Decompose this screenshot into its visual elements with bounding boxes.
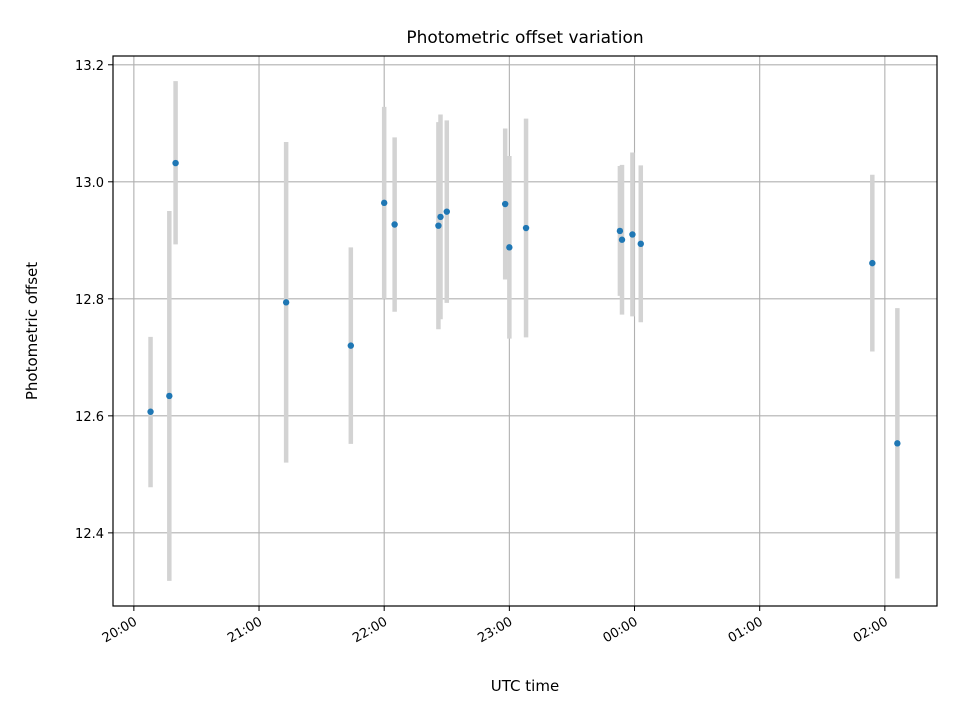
- x-tick-label: 02:00: [851, 614, 891, 646]
- data-point: [437, 214, 443, 220]
- data-point: [502, 201, 508, 207]
- data-point: [617, 228, 623, 234]
- x-tick-label: 20:00: [100, 614, 140, 646]
- data-point: [283, 299, 289, 305]
- data-point: [435, 222, 441, 228]
- y-tick-label: 13.2: [75, 59, 104, 74]
- y-axis-title: Photometric offset: [23, 262, 41, 400]
- x-tick-label: 00:00: [601, 614, 641, 646]
- data-point: [348, 342, 354, 348]
- x-tick-label: 01:00: [726, 614, 766, 646]
- data-point: [506, 244, 512, 250]
- y-tick-label: 13.0: [75, 176, 104, 191]
- x-tick-label: 22:00: [350, 614, 390, 646]
- y-tick-label: 12.4: [75, 527, 104, 542]
- data-point: [147, 409, 153, 415]
- errorbar-layer: [151, 81, 898, 581]
- tick-layer: 20:00 21:00 22:00 23:00 00:00 01:00 02:00 12.4 1…: [75, 59, 891, 646]
- data-point: [629, 231, 635, 237]
- data-point: [172, 160, 178, 166]
- data-point: [166, 393, 172, 399]
- x-tick-label: 21:00: [225, 614, 265, 646]
- data-point: [381, 200, 387, 206]
- y-tick-label: 12.8: [75, 293, 104, 308]
- x-tick-label: 23:00: [475, 614, 515, 646]
- data-point: [894, 440, 900, 446]
- chart-title: Photometric offset variation: [406, 28, 643, 48]
- data-point: [391, 221, 397, 227]
- data-point: [523, 225, 529, 231]
- x-axis-title: UTC time: [491, 677, 559, 695]
- data-point: [444, 208, 450, 214]
- data-point: [869, 260, 875, 266]
- data-point: [619, 237, 625, 243]
- y-tick-label: 12.6: [75, 410, 104, 425]
- data-point: [638, 241, 644, 247]
